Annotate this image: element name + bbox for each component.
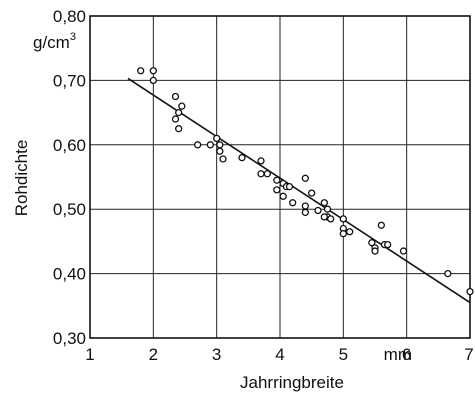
data-point bbox=[320, 199, 328, 207]
data-point bbox=[171, 115, 180, 123]
x-tick-label: 4 bbox=[275, 345, 284, 364]
y-tick-label: 0,60 bbox=[53, 136, 86, 155]
data-point bbox=[320, 213, 328, 221]
data-point bbox=[323, 205, 332, 213]
data-point bbox=[263, 170, 271, 178]
data-point bbox=[279, 192, 287, 200]
x-axis-title: Jahrringbreite bbox=[240, 373, 344, 392]
data-point bbox=[137, 67, 145, 75]
y-tick-label: 0,50 bbox=[53, 200, 86, 219]
data-point bbox=[175, 108, 183, 117]
data-point bbox=[399, 247, 408, 255]
x-tick-label: 1 bbox=[85, 345, 94, 364]
x-tick-label: 6 bbox=[402, 345, 411, 364]
data-point bbox=[257, 157, 265, 165]
data-point bbox=[216, 141, 224, 149]
data-point bbox=[308, 189, 316, 197]
data-point bbox=[219, 155, 227, 163]
data-point bbox=[339, 230, 347, 238]
data-point bbox=[257, 170, 265, 178]
data-point bbox=[171, 92, 180, 101]
x-tick-labels: 1 2 3 4 5 6 7 bbox=[85, 345, 473, 364]
data-point bbox=[371, 247, 379, 255]
data-point bbox=[149, 67, 157, 75]
y-tick-label: 0,80 bbox=[53, 7, 86, 26]
data-point bbox=[289, 199, 297, 207]
data-point bbox=[346, 228, 354, 236]
data-point bbox=[149, 76, 157, 85]
data-point bbox=[444, 269, 452, 278]
x-tick-label: 5 bbox=[339, 345, 348, 364]
data-point bbox=[339, 215, 347, 223]
data-point bbox=[175, 125, 183, 133]
data-point bbox=[301, 174, 309, 182]
y-axis-title: Rohdichte bbox=[12, 140, 31, 217]
data-point bbox=[466, 287, 474, 296]
y-tick-label: 0,40 bbox=[53, 265, 86, 284]
plot-frame bbox=[89, 15, 471, 339]
data-point bbox=[377, 221, 385, 229]
data-point bbox=[213, 134, 221, 143]
data-points bbox=[137, 67, 474, 296]
x-tick-label: 2 bbox=[149, 345, 158, 364]
data-point bbox=[301, 208, 309, 217]
regression-line bbox=[127, 77, 471, 304]
grid-lines bbox=[90, 16, 470, 338]
data-point bbox=[178, 102, 186, 110]
data-point bbox=[206, 141, 214, 149]
data-point bbox=[216, 147, 224, 155]
data-point bbox=[301, 202, 309, 210]
data-point bbox=[285, 183, 294, 191]
x-axis-unit: mm bbox=[384, 345, 412, 364]
data-point bbox=[194, 141, 202, 149]
data-point bbox=[273, 176, 281, 184]
data-point bbox=[327, 215, 335, 223]
x-tick-label: 7 bbox=[464, 345, 473, 364]
y-tick-label: 0,30 bbox=[53, 329, 86, 348]
data-point bbox=[384, 240, 392, 249]
y-tick-label: 0,70 bbox=[53, 71, 86, 90]
data-point bbox=[273, 186, 281, 194]
y-axis-unit: g/cm3 bbox=[33, 31, 76, 52]
data-point bbox=[238, 154, 246, 162]
data-point bbox=[368, 239, 376, 247]
y-tick-labels: 0,30 0,40 0,50 0,60 0,70 0,80 bbox=[53, 7, 86, 348]
data-point bbox=[314, 206, 322, 215]
x-tick-label: 3 bbox=[212, 345, 221, 364]
